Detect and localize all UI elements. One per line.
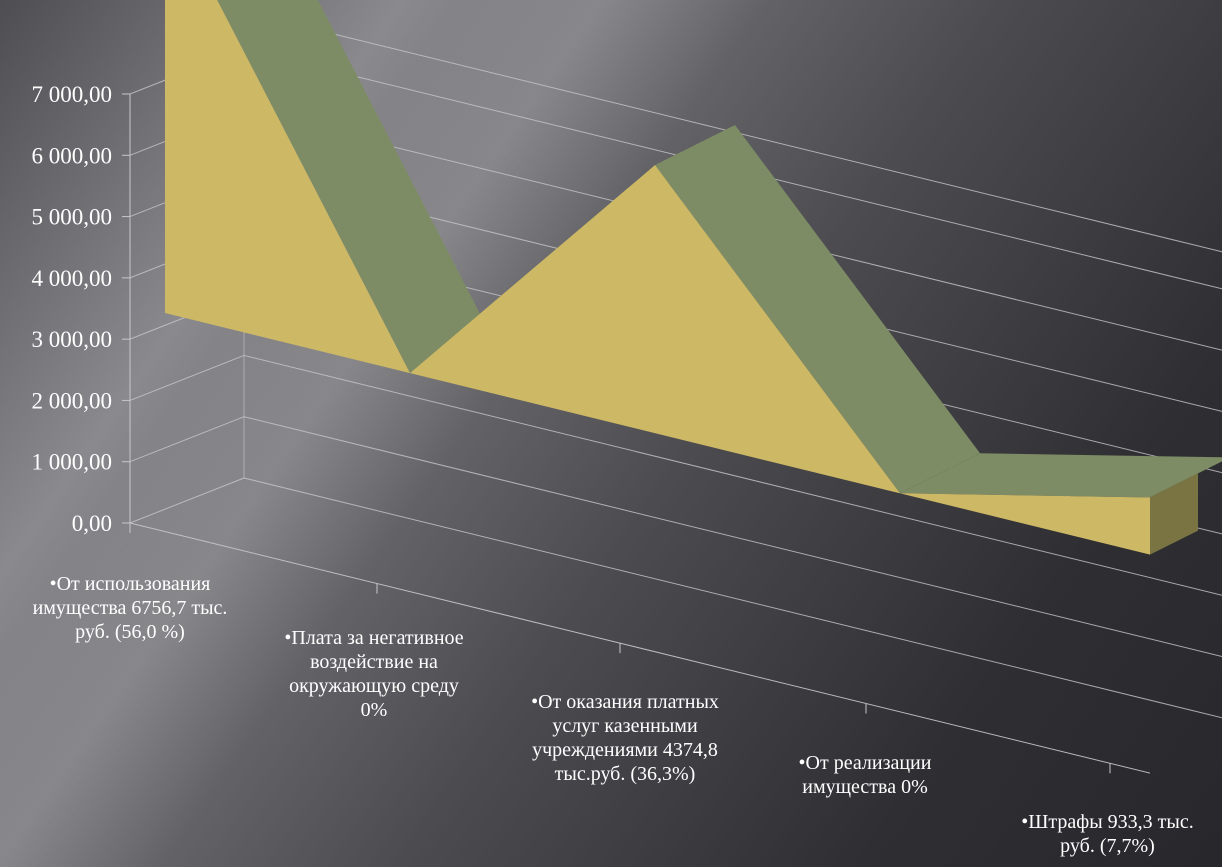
y-tick-labels: 0,00 1 000,00 2 000,00 3 000,00 4 000,00 5 00…	[32, 82, 113, 536]
area-top-surface	[655, 125, 980, 494]
y-tick-label: 6 000,00	[32, 143, 113, 168]
category-label-property-sale: •От реализации имущества 0%	[798, 752, 932, 798]
category-label-property-use: •От использования имущества 6756,7 тыс. …	[32, 573, 228, 643]
area-top-surface	[217, 0, 490, 374]
left-wall-gridline	[129, 416, 245, 463]
category-label-environmental-fee: •Плата за негативное воздействие на окру…	[284, 627, 464, 721]
category-label-paid-services: •От оказания платных услуг казенными учр…	[531, 691, 719, 785]
area-top-surface	[900, 453, 1222, 498]
area-side-face	[1150, 473, 1198, 555]
category-label-fines: •Штрафы 933,3 тыс. руб. (7,7%)	[1021, 811, 1194, 857]
y-tick-label: 3 000,00	[32, 327, 113, 352]
y-tick-label: 1 000,00	[32, 450, 113, 475]
back-wall-gridline	[243, 354, 1222, 596]
y-tick-label: 7 000,00	[32, 82, 113, 107]
back-wall-gridline	[243, 416, 1222, 658]
x-axis-line	[129, 522, 1151, 774]
y-tick-label: 4 000,00	[32, 266, 113, 291]
area-series	[165, 0, 1222, 555]
area-front-face	[165, 0, 1150, 555]
left-wall-gridline	[129, 354, 245, 401]
y-tick-label: 5 000,00	[32, 205, 113, 230]
y-tick-label: 2 000,00	[32, 388, 113, 413]
left-wall-gridline	[129, 477, 245, 524]
back-wall-gridline	[243, 477, 1222, 719]
y-tick-label: 0,00	[72, 511, 112, 536]
